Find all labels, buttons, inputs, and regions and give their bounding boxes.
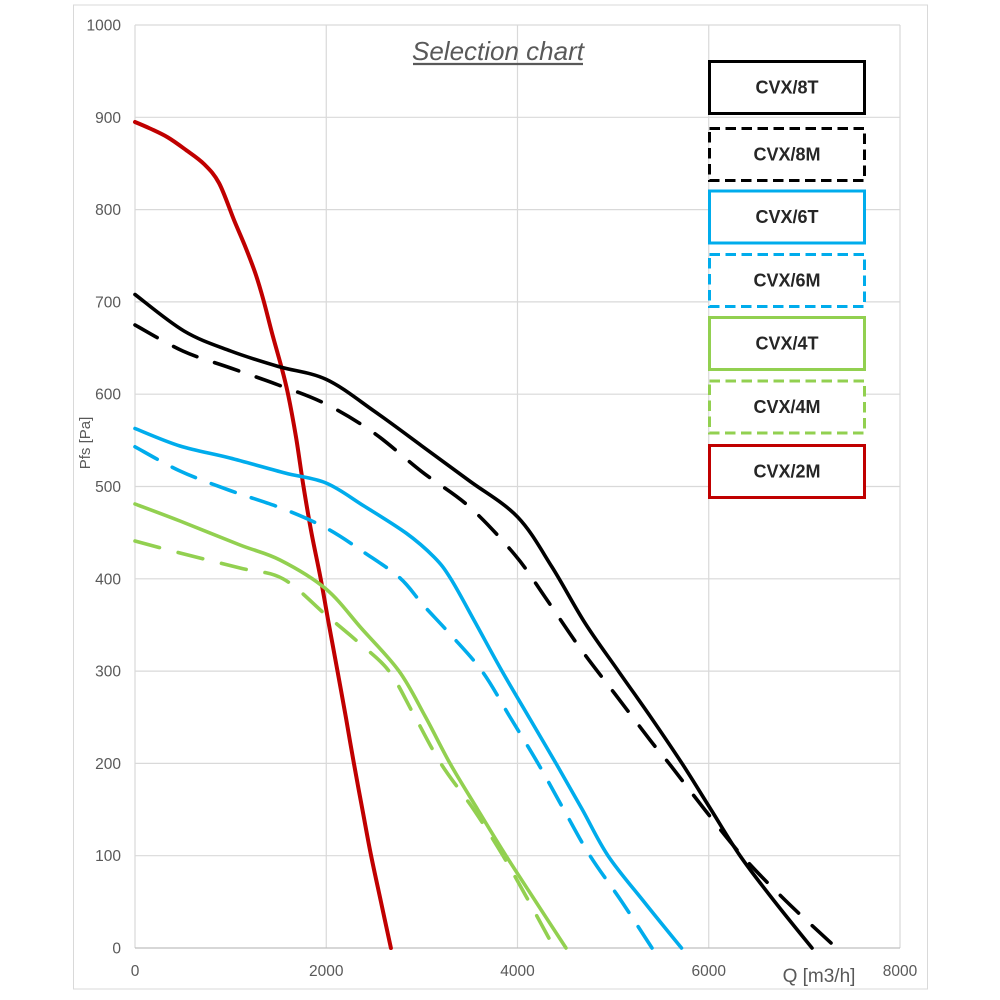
- svg-text:8000: 8000: [883, 963, 918, 980]
- svg-text:CVX/6M: CVX/6M: [753, 271, 820, 291]
- svg-text:CVX/4M: CVX/4M: [753, 397, 820, 417]
- svg-text:200: 200: [95, 756, 121, 773]
- svg-text:CVX/8M: CVX/8M: [753, 145, 820, 165]
- svg-text:500: 500: [95, 479, 121, 496]
- svg-text:1000: 1000: [87, 18, 122, 35]
- svg-text:700: 700: [95, 294, 121, 311]
- svg-text:CVX/4T: CVX/4T: [755, 334, 818, 354]
- svg-text:800: 800: [95, 202, 121, 219]
- svg-text:0: 0: [112, 941, 121, 958]
- svg-text:Q [m3/h]: Q [m3/h]: [783, 966, 856, 987]
- svg-text:6000: 6000: [692, 963, 727, 980]
- svg-text:4000: 4000: [500, 963, 535, 980]
- svg-text:Selection chart: Selection chart: [412, 36, 586, 66]
- svg-text:100: 100: [95, 848, 121, 865]
- svg-text:CVX/6T: CVX/6T: [755, 207, 818, 227]
- svg-text:600: 600: [95, 387, 121, 404]
- svg-text:400: 400: [95, 571, 121, 588]
- svg-text:0: 0: [131, 963, 140, 980]
- svg-text:Pfs [Pa]: Pfs [Pa]: [77, 417, 94, 470]
- svg-text:900: 900: [95, 110, 121, 127]
- svg-text:2000: 2000: [309, 963, 344, 980]
- svg-text:CVX/2M: CVX/2M: [753, 462, 820, 482]
- svg-text:300: 300: [95, 664, 121, 681]
- svg-text:CVX/8T: CVX/8T: [755, 78, 818, 98]
